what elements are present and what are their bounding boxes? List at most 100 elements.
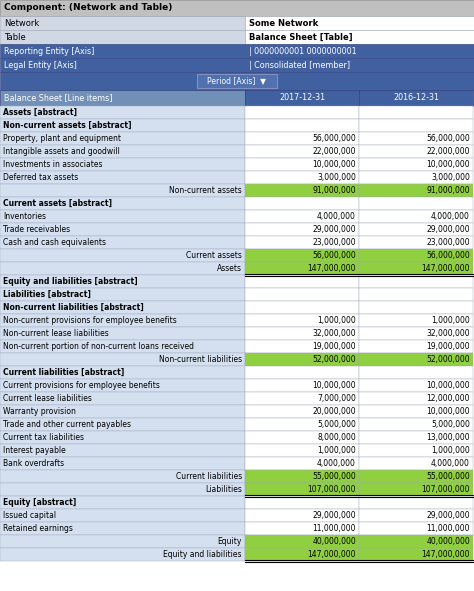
- Text: 5,000,000: 5,000,000: [431, 420, 470, 429]
- Text: Balance Sheet [Table]: Balance Sheet [Table]: [249, 33, 353, 41]
- Text: 56,000,000: 56,000,000: [426, 134, 470, 143]
- Text: 1,000,000: 1,000,000: [431, 316, 470, 325]
- Text: 22,000,000: 22,000,000: [427, 147, 470, 156]
- Bar: [0, 509, 245, 522]
- Bar: [0, 327, 245, 340]
- Bar: [359, 392, 473, 405]
- Text: Period [Axis]  ▼: Period [Axis] ▼: [208, 76, 266, 86]
- Bar: [245, 249, 359, 262]
- Text: Current provisions for employee benefits: Current provisions for employee benefits: [3, 381, 160, 390]
- Text: 147,000,000: 147,000,000: [421, 264, 470, 273]
- Bar: [245, 392, 359, 405]
- Text: 29,000,000: 29,000,000: [312, 225, 356, 234]
- Text: | 0000000001 0000000001: | 0000000001 0000000001: [249, 47, 356, 56]
- Bar: [359, 288, 473, 301]
- Bar: [245, 470, 359, 483]
- Bar: [245, 288, 359, 301]
- Text: Non-current liabilities: Non-current liabilities: [159, 355, 242, 364]
- Text: 22,000,000: 22,000,000: [312, 147, 356, 156]
- Bar: [359, 496, 473, 509]
- Text: 29,000,000: 29,000,000: [427, 225, 470, 234]
- Bar: [245, 275, 359, 288]
- Bar: [359, 418, 473, 431]
- Bar: [245, 366, 359, 379]
- Text: 40,000,000: 40,000,000: [312, 537, 356, 546]
- Bar: [245, 457, 359, 470]
- Text: 1,000,000: 1,000,000: [317, 316, 356, 325]
- Text: 5,000,000: 5,000,000: [317, 420, 356, 429]
- Text: Current liabilities: Current liabilities: [176, 472, 242, 481]
- Text: Non-current provisions for employee benefits: Non-current provisions for employee bene…: [3, 316, 177, 325]
- Bar: [359, 236, 473, 249]
- Text: 147,000,000: 147,000,000: [421, 550, 470, 559]
- Bar: [0, 418, 245, 431]
- Text: Component: (Network and Table): Component: (Network and Table): [4, 4, 173, 12]
- Bar: [0, 470, 245, 483]
- Text: 147,000,000: 147,000,000: [308, 550, 356, 559]
- Bar: [359, 314, 473, 327]
- Text: 55,000,000: 55,000,000: [312, 472, 356, 481]
- Bar: [245, 548, 359, 561]
- Bar: [359, 444, 473, 457]
- Text: Bank overdrafts: Bank overdrafts: [3, 459, 64, 468]
- Text: 55,000,000: 55,000,000: [426, 472, 470, 481]
- Text: 91,000,000: 91,000,000: [312, 186, 356, 195]
- Bar: [245, 210, 359, 223]
- Text: 11,000,000: 11,000,000: [312, 524, 356, 533]
- Text: 3,000,000: 3,000,000: [431, 173, 470, 182]
- Text: Equity: Equity: [218, 537, 242, 546]
- Text: 20,000,000: 20,000,000: [312, 407, 356, 416]
- Bar: [0, 210, 245, 223]
- Bar: [0, 483, 245, 496]
- Bar: [0, 223, 245, 236]
- Bar: [0, 184, 245, 197]
- Bar: [245, 405, 359, 418]
- Text: Warranty provision: Warranty provision: [3, 407, 76, 416]
- Bar: [359, 171, 473, 184]
- Text: Non-current assets [abstract]: Non-current assets [abstract]: [3, 121, 131, 130]
- Text: 23,000,000: 23,000,000: [312, 238, 356, 247]
- Text: Some Network: Some Network: [249, 18, 318, 28]
- Bar: [0, 0, 474, 16]
- Bar: [359, 483, 473, 496]
- Bar: [0, 119, 245, 132]
- Text: 12,000,000: 12,000,000: [427, 394, 470, 403]
- Text: Intangible assets and goodwill: Intangible assets and goodwill: [3, 147, 120, 156]
- Text: 1,000,000: 1,000,000: [431, 446, 470, 455]
- Text: 7,000,000: 7,000,000: [317, 394, 356, 403]
- Text: 10,000,000: 10,000,000: [427, 407, 470, 416]
- Bar: [0, 197, 245, 210]
- Bar: [359, 405, 473, 418]
- Bar: [245, 522, 359, 535]
- Text: Non-current portion of non-current loans received: Non-current portion of non-current loans…: [3, 342, 194, 351]
- Text: Investments in associates: Investments in associates: [3, 160, 102, 169]
- Bar: [359, 353, 473, 366]
- Bar: [359, 366, 473, 379]
- Bar: [0, 158, 245, 171]
- Bar: [245, 158, 359, 171]
- Bar: [245, 145, 359, 158]
- Bar: [0, 171, 245, 184]
- Text: Table: Table: [4, 33, 26, 41]
- Text: 1,000,000: 1,000,000: [317, 446, 356, 455]
- Bar: [245, 171, 359, 184]
- Bar: [0, 392, 245, 405]
- Text: Retained earnings: Retained earnings: [3, 524, 73, 533]
- Bar: [0, 496, 245, 509]
- Bar: [0, 431, 245, 444]
- Bar: [359, 301, 473, 314]
- Text: 56,000,000: 56,000,000: [312, 251, 356, 260]
- Text: 32,000,000: 32,000,000: [427, 329, 470, 338]
- Text: 147,000,000: 147,000,000: [308, 264, 356, 273]
- Bar: [359, 548, 473, 561]
- Text: Non-current liabilities [abstract]: Non-current liabilities [abstract]: [3, 303, 144, 312]
- Bar: [245, 353, 359, 366]
- Bar: [245, 535, 359, 548]
- Text: Non-current assets: Non-current assets: [169, 186, 242, 195]
- Bar: [0, 249, 245, 262]
- Bar: [359, 262, 473, 275]
- Text: Property, plant and equipment: Property, plant and equipment: [3, 134, 121, 143]
- Text: Current assets: Current assets: [186, 251, 242, 260]
- Text: 107,000,000: 107,000,000: [421, 485, 470, 494]
- Bar: [0, 522, 245, 535]
